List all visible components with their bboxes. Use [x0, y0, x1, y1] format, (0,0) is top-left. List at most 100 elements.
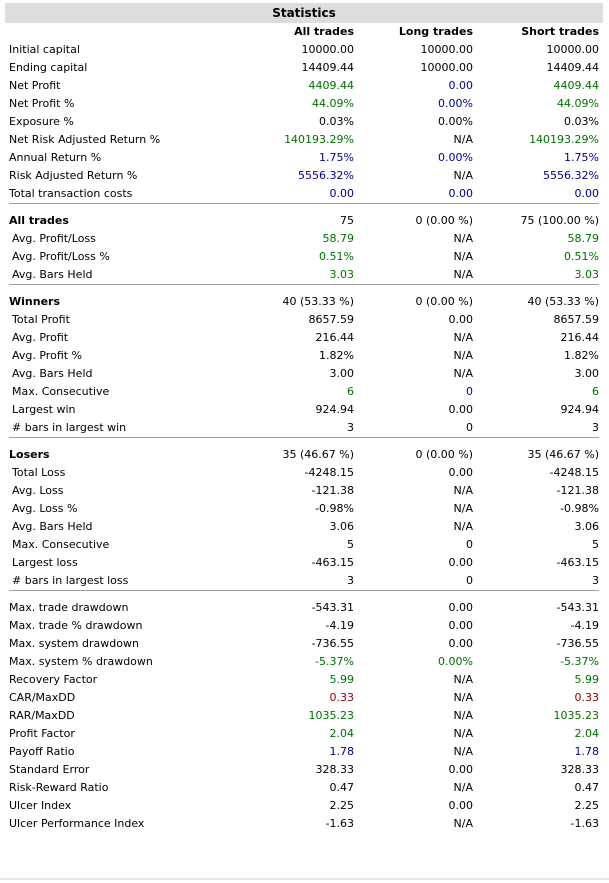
stat-label: Ending capital — [9, 61, 88, 74]
stats-section: Winners 40 (53.33 %) 0 (0.00 %) 40 (53.33 %… — [0, 293, 609, 437]
stat-row: Ending capital 14409.44 10000.00 14409.44 — [0, 59, 609, 77]
section-divider — [9, 590, 599, 591]
stat-label: Standard Error — [9, 763, 90, 776]
stat-label: Exposure % — [9, 115, 74, 128]
value-all-trades: 1.78 — [329, 745, 355, 758]
stat-row: Ulcer Index 2.25 0.00 2.25 — [0, 797, 609, 815]
stat-row: Standard Error 328.33 0.00 328.33 — [0, 761, 609, 779]
value-short-trades: 0.03% — [564, 115, 599, 128]
stat-row: Max. Consecutive 5 0 5 — [0, 536, 609, 554]
value-short-trades: 216.44 — [560, 331, 600, 344]
value-all-trades: 2.25 — [329, 799, 355, 812]
stat-label: RAR/MaxDD — [9, 709, 75, 722]
value-all-trades: 8657.59 — [308, 313, 355, 326]
stat-label: Total Profit — [12, 313, 70, 326]
stat-label: Avg. Bars Held — [12, 367, 93, 380]
value-long-trades: 0.00 — [448, 466, 474, 479]
value-long-trades: N/A — [453, 709, 473, 722]
value-long-trades: N/A — [453, 349, 473, 362]
stat-label: Total Loss — [12, 466, 66, 479]
stat-row: Largest loss -463.15 0.00 -463.15 — [0, 554, 609, 572]
value-short-trades: 5.99 — [574, 673, 600, 686]
stat-label: CAR/MaxDD — [9, 691, 76, 704]
value-long-trades: N/A — [453, 331, 473, 344]
stat-label: Avg. Loss — [12, 484, 64, 497]
stat-row: Max. trade % drawdown -4.19 0.00 -4.19 — [0, 617, 609, 635]
section-divider — [9, 203, 599, 204]
value-all-trades: 44.09% — [312, 97, 354, 110]
value-all-trades: 0.03% — [319, 115, 354, 128]
value-long-trades: 0.00 — [448, 187, 474, 200]
value-all-trades: 5 — [347, 538, 354, 551]
value-all-trades: -4.19 — [325, 619, 354, 632]
value-long-trades: 10000.00 — [420, 43, 474, 56]
value-all-trades: 1.82% — [319, 349, 354, 362]
value-all-trades: -121.38 — [311, 484, 354, 497]
stat-row: Total Profit 8657.59 0.00 8657.59 — [0, 311, 609, 329]
value-long-trades: 0.00% — [438, 151, 473, 164]
stat-label: All trades — [9, 214, 69, 227]
value-all-trades: 924.94 — [315, 403, 355, 416]
value-all-trades: 3 — [347, 574, 354, 587]
statistics-title: Statistics — [5, 3, 603, 23]
stat-label: Profit Factor — [9, 727, 75, 740]
stat-row: Avg. Loss -121.38 N/A -121.38 — [0, 482, 609, 500]
stats-section: All trades 75 0 (0.00 %) 75 (100.00 %) Avg. … — [0, 212, 609, 284]
stat-label: Payoff Ratio — [9, 745, 75, 758]
stat-label: Largest loss — [12, 556, 78, 569]
value-all-trades: 5556.32% — [298, 169, 354, 182]
value-all-trades: -0.98% — [315, 502, 354, 515]
stat-row: Avg. Loss % -0.98% N/A -0.98% — [0, 500, 609, 518]
stat-row: Avg. Profit/Loss 58.79 N/A 58.79 — [0, 230, 609, 248]
value-long-trades: N/A — [453, 520, 473, 533]
value-long-trades: 0 — [466, 574, 473, 587]
value-all-trades: 0.47 — [329, 781, 355, 794]
value-long-trades: N/A — [453, 691, 473, 704]
stat-label: Max. system drawdown — [9, 637, 139, 650]
value-all-trades: 0.00 — [329, 187, 355, 200]
value-all-trades: -736.55 — [311, 637, 354, 650]
section-header-row: All trades 75 0 (0.00 %) 75 (100.00 %) — [0, 212, 609, 230]
stat-label: Annual Return % — [9, 151, 102, 164]
value-short-trades: 5556.32% — [543, 169, 599, 182]
column-header-all-trades: All trades — [294, 25, 354, 38]
stat-label: # bars in largest win — [12, 421, 127, 434]
stat-label: Ulcer Index — [9, 799, 72, 812]
value-all-trades: 216.44 — [315, 331, 355, 344]
stat-label: Max. trade drawdown — [9, 601, 129, 614]
stat-label: Max. trade % drawdown — [9, 619, 143, 632]
value-long-trades: 0.00 — [448, 601, 474, 614]
value-all-trades: 35 (46.67 %) — [282, 448, 354, 461]
value-long-trades: N/A — [453, 169, 473, 182]
value-all-trades: -5.37% — [315, 655, 354, 668]
value-all-trades: 1.75% — [319, 151, 354, 164]
stat-row: Max. trade drawdown -543.31 0.00 -543.31 — [0, 599, 609, 617]
value-long-trades: 0.00 — [448, 619, 474, 632]
value-long-trades: 0 — [466, 421, 473, 434]
statistics-table: All trades Long trades Short trades Init… — [0, 23, 609, 833]
stat-label: Risk Adjusted Return % — [9, 169, 138, 182]
value-short-trades: 140193.29% — [529, 133, 599, 146]
value-short-trades: -5.37% — [560, 655, 599, 668]
stat-label: Net Profit — [9, 79, 61, 92]
column-header-short-trades: Short trades — [521, 25, 599, 38]
stat-label: Avg. Bars Held — [12, 520, 93, 533]
stat-row: RAR/MaxDD 1035.23 N/A 1035.23 — [0, 707, 609, 725]
stat-label: Avg. Profit/Loss % — [12, 250, 110, 263]
stat-label: Risk-Reward Ratio — [9, 781, 109, 794]
value-long-trades: N/A — [453, 232, 473, 245]
stat-label: Losers — [9, 448, 50, 461]
stats-section: Max. trade drawdown -543.31 0.00 -543.31 Max… — [0, 599, 609, 833]
stat-label: Avg. Profit % — [12, 349, 83, 362]
value-short-trades: -4248.15 — [549, 466, 599, 479]
value-long-trades: 0 (0.00 %) — [415, 214, 473, 227]
value-all-trades: 4409.44 — [308, 79, 355, 92]
value-long-trades: 0 — [466, 538, 473, 551]
value-all-trades: 6 — [347, 385, 354, 398]
value-all-trades: 3.00 — [329, 367, 355, 380]
stat-row: Max. system % drawdown -5.37% 0.00% -5.37% — [0, 653, 609, 671]
value-short-trades: -463.15 — [556, 556, 599, 569]
value-short-trades: 6 — [592, 385, 599, 398]
stat-label: Ulcer Performance Index — [9, 817, 145, 830]
value-all-trades: -543.31 — [311, 601, 354, 614]
